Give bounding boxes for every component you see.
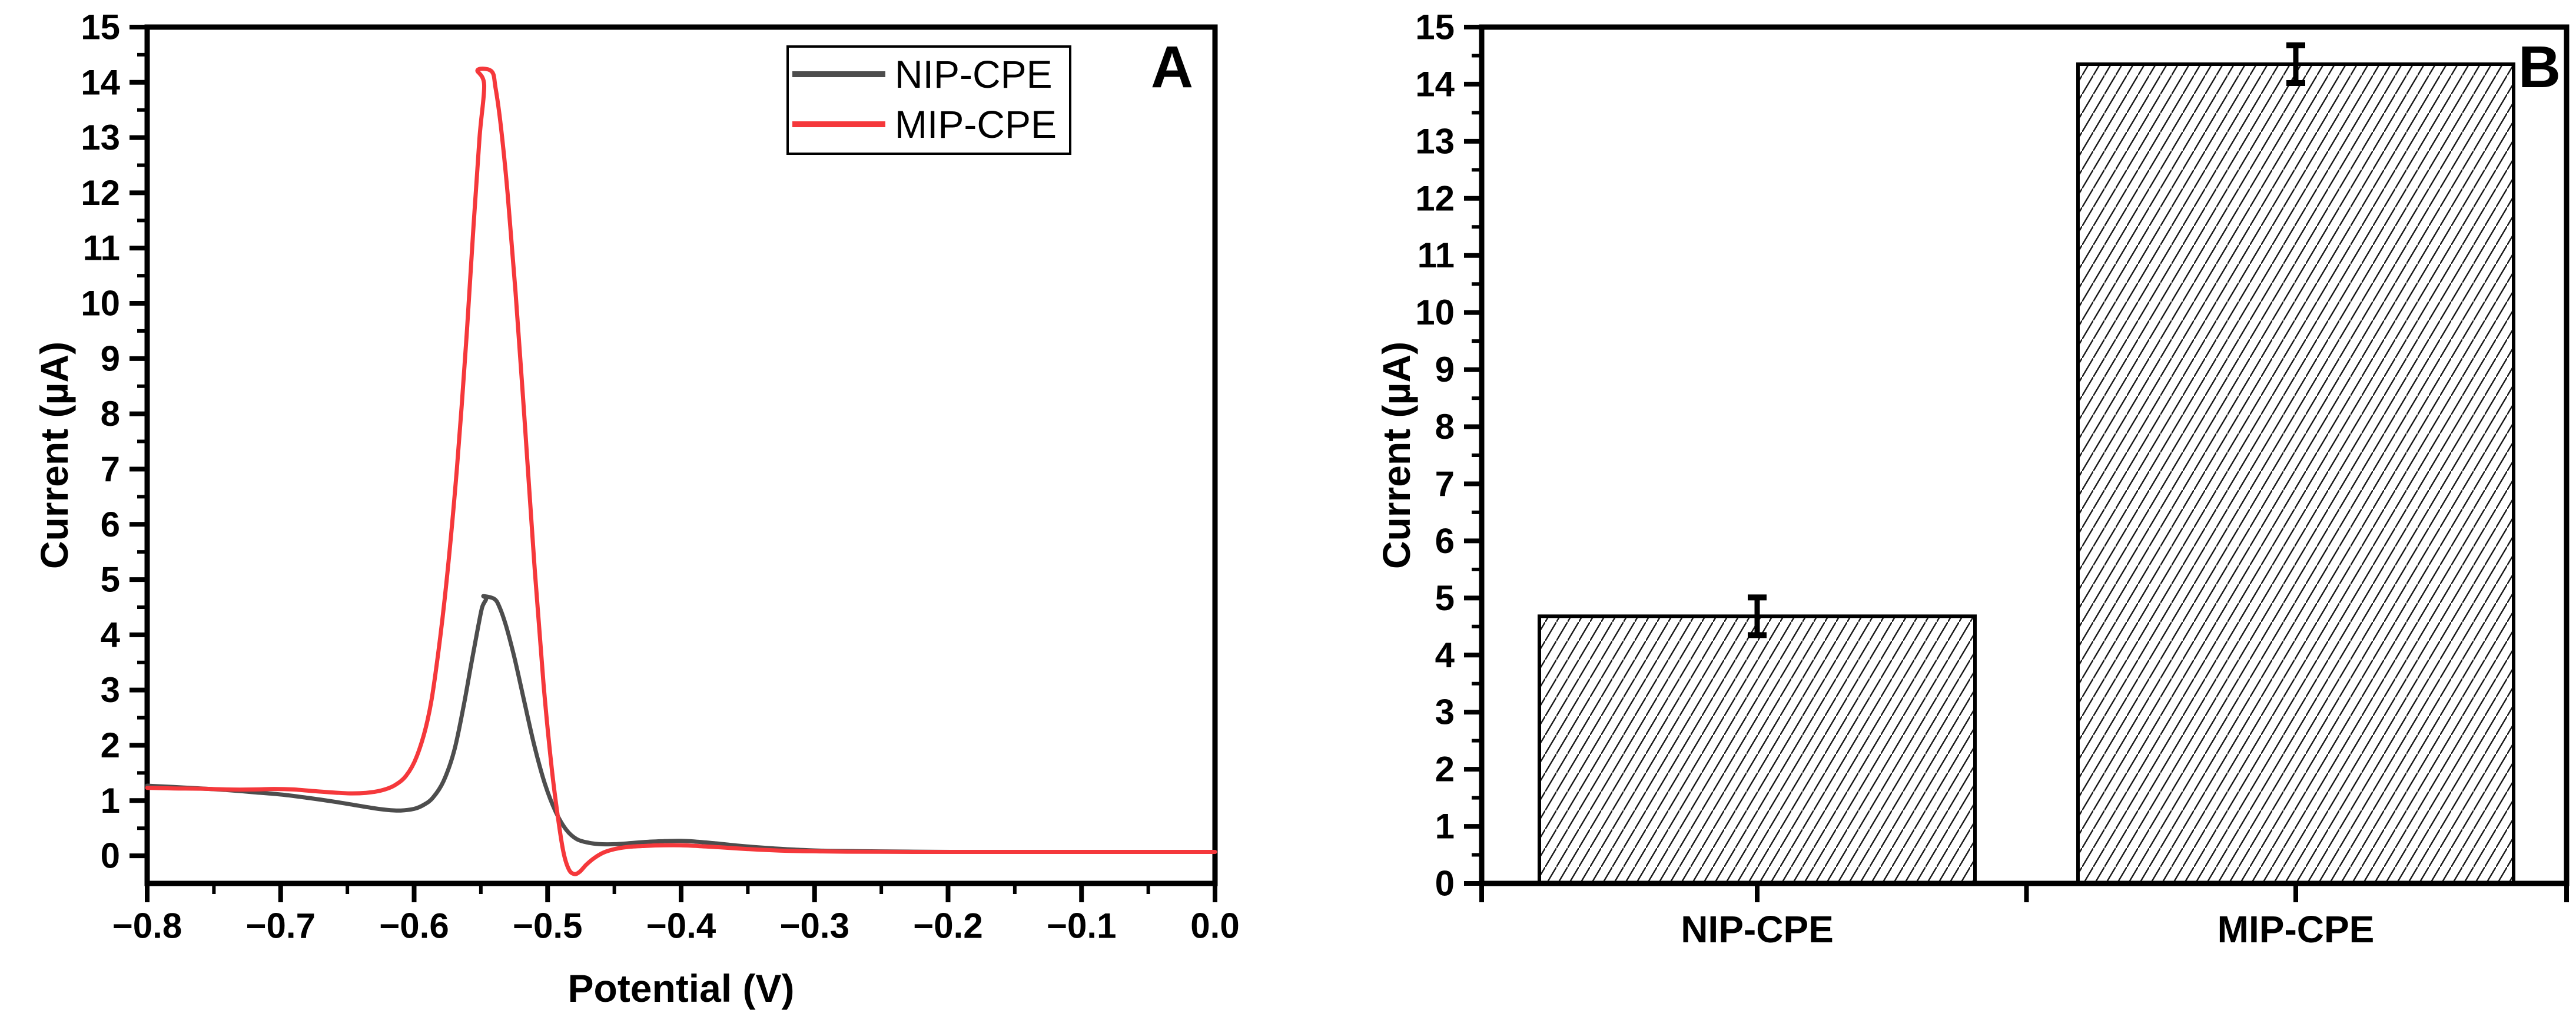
y-tick-label: 2 bbox=[1435, 750, 1455, 789]
x-tick-label: −0.1 bbox=[1047, 906, 1116, 946]
plot-frame bbox=[144, 24, 1218, 886]
y-tick-label: 11 bbox=[83, 229, 120, 268]
y-tick-label: 7 bbox=[1435, 464, 1455, 504]
y-tick-label: 13 bbox=[81, 118, 120, 157]
y-tick-label: 8 bbox=[101, 394, 120, 433]
legend: NIP-CPE MIP-CPE bbox=[786, 45, 1071, 155]
y-tick-label: 3 bbox=[101, 670, 120, 710]
x-tick-label: 0.0 bbox=[1190, 906, 1239, 946]
y-tick-label: 4 bbox=[101, 615, 121, 654]
x-tick-label: −0.2 bbox=[913, 906, 982, 946]
y-axis-major-ticks bbox=[1464, 25, 1482, 886]
y-tick-label: 0 bbox=[101, 836, 120, 876]
y-tick-label: 10 bbox=[1415, 293, 1455, 332]
y-tick-label: 9 bbox=[101, 339, 120, 378]
panel-label-b: B bbox=[2518, 34, 2561, 100]
y-tick-label: 1 bbox=[101, 781, 120, 820]
x-tick-label: −0.3 bbox=[780, 906, 849, 946]
x-axis-ticks bbox=[1479, 883, 2569, 902]
y-tick-label: 15 bbox=[1415, 8, 1455, 47]
error-bar-nip-cpe bbox=[1748, 594, 1767, 638]
y-tick-label: 1 bbox=[1435, 807, 1455, 846]
y-tick-label: 12 bbox=[1415, 178, 1455, 218]
y-tick-label: 8 bbox=[1435, 407, 1455, 446]
y-tick-label: 5 bbox=[101, 560, 120, 600]
y-tick-label: 9 bbox=[1435, 350, 1455, 389]
y-tick-label: 0 bbox=[1435, 864, 1455, 903]
y-tick-label: 6 bbox=[101, 505, 120, 544]
nip-cpe-curve bbox=[145, 594, 1217, 855]
legend-box bbox=[786, 45, 1071, 155]
x-axis-major-ticks bbox=[145, 883, 1217, 902]
panel-label-a: A bbox=[1151, 34, 1193, 100]
y-tick-label: 13 bbox=[1415, 121, 1455, 161]
x-axis-tick-labels: −0.8 −0.7 −0.6 −0.5 −0.4 −0.3 −0.2 −0.1 0.0 bbox=[112, 906, 1240, 946]
bar-mip-cpe bbox=[2076, 62, 2515, 885]
category-label-mip-cpe: MIP-CPE bbox=[2218, 908, 2375, 951]
error-bar-mip-cpe bbox=[2286, 42, 2305, 86]
y-axis-major-ticks bbox=[130, 25, 147, 859]
y-tick-label: 6 bbox=[1435, 521, 1455, 561]
y-tick-label: 12 bbox=[81, 173, 120, 213]
x-tick-label: −0.6 bbox=[379, 906, 449, 946]
category-label-nip-cpe: NIP-CPE bbox=[1681, 908, 1834, 951]
x-axis-minor-ticks bbox=[212, 883, 1150, 894]
x-tick-label: −0.5 bbox=[513, 906, 582, 946]
y-tick-label: 14 bbox=[81, 62, 120, 102]
x-tick-label: −0.7 bbox=[246, 906, 316, 946]
legend-label-mip-cpe: MIP-CPE bbox=[895, 102, 1057, 146]
y-tick-label: 7 bbox=[101, 449, 120, 489]
y-tick-label: 11 bbox=[1418, 236, 1455, 275]
y-tick-label: 5 bbox=[1435, 578, 1455, 618]
x-tick-label: −0.4 bbox=[646, 906, 716, 946]
y-tick-label: 3 bbox=[1435, 693, 1455, 732]
y-axis-title: Current (µA) bbox=[1375, 342, 1418, 569]
bar-nip-cpe bbox=[1538, 614, 1977, 886]
mip-cpe-curve bbox=[145, 67, 1217, 876]
x-tick-label: −0.8 bbox=[112, 906, 182, 946]
y-tick-label: 14 bbox=[1415, 64, 1455, 104]
y-tick-label: 4 bbox=[1435, 635, 1455, 675]
y-axis-title: Current (µA) bbox=[32, 342, 76, 569]
legend-label-nip-cpe: NIP-CPE bbox=[895, 52, 1053, 96]
y-tick-label: 10 bbox=[81, 284, 120, 323]
x-axis-title: Potential (V) bbox=[567, 966, 794, 1010]
y-tick-label: 15 bbox=[81, 8, 120, 47]
y-tick-label: 2 bbox=[101, 726, 120, 765]
